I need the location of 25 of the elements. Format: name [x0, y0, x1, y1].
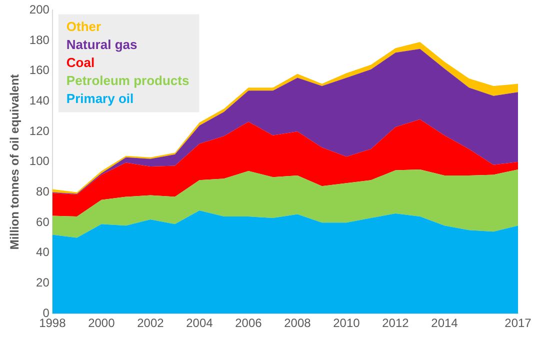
- x-tick-label: 2012: [382, 316, 410, 330]
- y-tick-label: 40: [36, 245, 50, 260]
- y-tick-label: 180: [29, 32, 50, 47]
- text: Primary oil: [66, 90, 134, 106]
- x-tick-label: 2010: [333, 316, 360, 330]
- text: Natural gas: [66, 36, 138, 52]
- x-tick-label: 2004: [186, 316, 214, 330]
- y-tick-label: 100: [29, 154, 50, 168]
- y-tick-label: 120: [29, 124, 50, 138]
- y-tick-label: 160: [29, 63, 50, 78]
- y-tick-label: 60: [36, 214, 50, 229]
- y-tick-label: 200: [29, 2, 50, 17]
- text: Other: [66, 18, 102, 34]
- text: Coal: [66, 54, 95, 70]
- y-tick-label: 80: [36, 184, 50, 199]
- x-tick-label: 2002: [137, 316, 164, 330]
- x-tick-label: 2006: [235, 316, 262, 330]
- x-tick-label: 2017: [504, 316, 532, 330]
- x-tick-label: 2008: [284, 316, 312, 330]
- x-tick-label: 2000: [88, 316, 116, 330]
- y-tick-label: 20: [36, 276, 50, 290]
- y-tick-label: 140: [29, 94, 50, 108]
- y-axis-title: Million tonnes of oil equivalent: [8, 74, 22, 250]
- x-tick-label: 2014: [431, 316, 458, 330]
- text: Petroleum products: [66, 72, 190, 88]
